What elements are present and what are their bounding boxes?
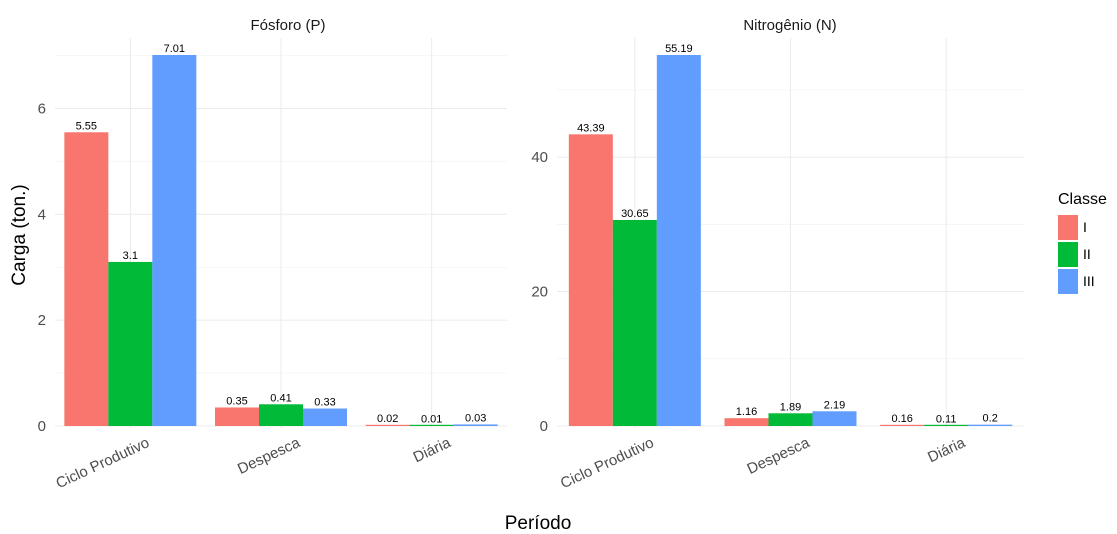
x-tick-label: Despesca [235,434,303,478]
bar [303,408,347,426]
y-tick-label: 20 [531,284,548,301]
legend-label: III [1083,273,1095,289]
bar [724,418,769,426]
data-label: 30.65 [621,208,649,220]
bar [812,411,857,426]
y-tick-label: 0 [540,418,548,435]
facet-title: Nitrogênio (N) [743,17,836,34]
legend-key [1058,242,1078,267]
y-tick-label: 6 [38,100,46,117]
y-axis-title: Carga (ton.) [9,184,30,285]
bar [880,424,925,426]
bar [152,55,197,426]
data-label: 0.35 [226,395,247,407]
bar [409,424,454,426]
bar [768,413,813,426]
data-label: 3.1 [123,250,138,262]
data-label: 0.16 [891,413,912,425]
data-label: 2.19 [824,399,845,411]
data-label: 1.89 [780,401,801,413]
bar [612,219,657,426]
legend-label: II [1083,246,1091,262]
data-label: 0.03 [465,412,486,424]
data-label: 0.2 [983,413,998,425]
x-tick-label: Diária [411,434,454,466]
bar [259,404,303,426]
data-label: 55.19 [665,43,693,55]
data-label: 0.11 [936,413,957,425]
legend-key [1058,215,1078,240]
y-tick-label: 40 [531,149,548,166]
facet-panel: Fósforo (P) 0 2 4 6 5.55 0.35 0.02 3.1 0.41 0.01 7.… [38,17,507,492]
bar [568,134,613,427]
legend-label: I [1083,219,1087,235]
legend-title: Classe [1058,191,1107,208]
bar [64,132,109,427]
data-label: 0.33 [314,397,335,409]
bar [453,424,498,426]
facets-layer: Fósforo (P) 0 2 4 6 5.55 0.35 0.02 3.1 0.41 0.01 7.… [38,17,1024,492]
facet-panel: Nitrogênio (N) 0 20 40 43.39 1.16 0.16 30.65 1.8… [531,17,1024,492]
x-axis-title: Período [505,513,572,534]
x-tick-label: Ciclo Produtivo [558,434,657,492]
facet-title: Fósforo (P) [250,17,325,34]
bar [656,55,701,426]
legend-key [1058,269,1078,294]
data-label: 0.41 [270,392,291,404]
data-label: 1.16 [736,406,757,418]
x-tick-label: Diária [925,434,968,466]
bar [215,407,259,426]
y-tick-label: 4 [38,206,46,223]
data-label: 43.39 [577,122,605,134]
data-label: 0.01 [421,413,442,425]
bar [968,424,1013,426]
y-tick-label: 0 [38,418,46,435]
x-tick-label: Ciclo Produtivo [53,434,152,492]
bar [924,424,969,426]
x-tick-label: Despesca [745,434,813,478]
bar [365,424,410,426]
y-tick-label: 2 [38,312,46,329]
data-label: 0.02 [377,413,398,425]
bar [108,261,153,426]
data-label: 5.55 [76,120,97,132]
data-label: 7.01 [164,43,185,55]
